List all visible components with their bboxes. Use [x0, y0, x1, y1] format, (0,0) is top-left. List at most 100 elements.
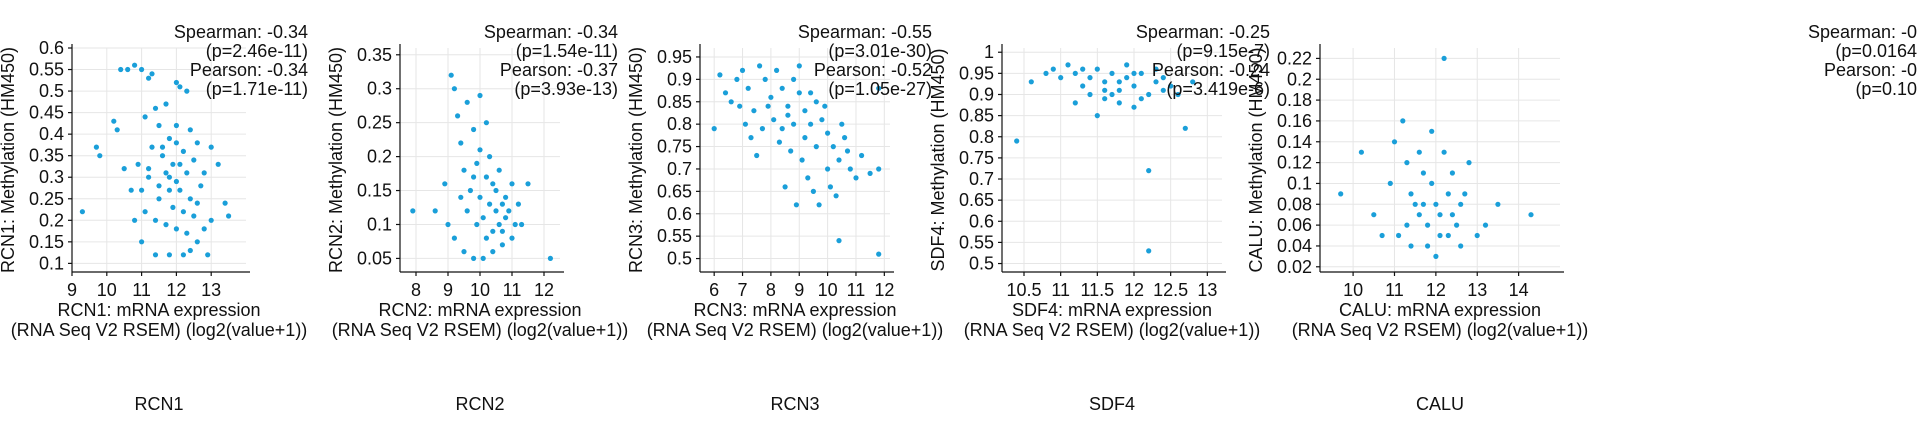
x-tick-label: 12: [166, 280, 186, 300]
data-point: [827, 184, 834, 190]
data-point: [1131, 83, 1137, 89]
data-point: [722, 90, 729, 96]
panel-caption: RCN3: [770, 394, 819, 414]
data-point: [1065, 62, 1071, 68]
data-point: [515, 201, 522, 207]
data-point: [859, 152, 865, 159]
y-tick-label: 0.25: [29, 189, 64, 209]
data-point: [432, 208, 438, 214]
data-point: [1168, 83, 1174, 89]
data-point: [191, 157, 197, 163]
data-point: [1072, 100, 1078, 106]
data-point: [442, 181, 448, 187]
data-point: [477, 92, 483, 99]
data-point: [1416, 149, 1422, 155]
data-point: [93, 144, 99, 150]
data-point: [458, 194, 464, 200]
data-point: [1138, 96, 1144, 102]
data-point: [1449, 212, 1455, 218]
stat-correlation: Spearman: -0.55: [798, 22, 932, 42]
y-tick-label: 0.75: [657, 137, 692, 157]
data-point: [163, 222, 169, 228]
data-point: [152, 105, 159, 111]
x-axis-title-line: (RNA Seq V2 RSEM) (log2(value+1)): [964, 320, 1261, 340]
x-tick-label: 9: [67, 280, 77, 300]
data-point: [135, 161, 141, 167]
x-tick-label: 10: [470, 280, 490, 300]
data-point: [1124, 75, 1130, 81]
panel-rcn3: 6 7 8 9 10 11 12 0.5 0.550.6 0.650.70.75 0.80.85 0.…: [626, 22, 943, 414]
data-point: [793, 202, 800, 208]
data-point: [1131, 104, 1137, 110]
data-point: [1102, 79, 1108, 85]
data-point: [194, 200, 200, 206]
data-point: [1358, 149, 1364, 155]
data-point: [142, 114, 148, 120]
panel-caption: RCN2: [455, 394, 504, 414]
data-point: [445, 221, 451, 228]
x-axis-title-line: SDF4: mRNA expression: [1012, 300, 1212, 320]
y-tick-label: 0.55: [657, 226, 692, 246]
data-point: [779, 85, 785, 91]
data-point: [166, 135, 172, 142]
x-axis-title-line: RCN1: mRNA expression: [57, 300, 260, 320]
data-point: [125, 66, 131, 73]
y-tick-label: 0.85: [657, 92, 692, 112]
y-tick-label: 0.7: [969, 169, 994, 189]
data-point: [776, 139, 783, 145]
y-axis-title: RCN3: Methylation (HM450): [626, 47, 646, 273]
stat-p-value: (p=0.10: [1855, 79, 1917, 99]
x-tick-label: 8: [766, 280, 776, 300]
data-point: [1043, 70, 1049, 76]
data-point: [467, 187, 473, 194]
data-point: [876, 166, 882, 172]
data-point: [1109, 91, 1115, 98]
data-point: [1102, 87, 1108, 93]
x-tick-label: 7: [738, 280, 748, 300]
x-tick-label: 9: [443, 280, 453, 300]
data-point: [785, 112, 791, 118]
data-point: [819, 117, 825, 123]
data-point: [187, 196, 193, 202]
data-point: [771, 117, 777, 123]
data-point: [1445, 191, 1451, 197]
data-point: [1454, 222, 1460, 228]
data-point: [813, 99, 819, 105]
data-point: [177, 187, 183, 193]
y-tick-label: 0.06: [1277, 215, 1312, 235]
data-point: [173, 79, 179, 86]
data-point: [1058, 75, 1064, 81]
data-point: [1458, 243, 1464, 249]
data-point: [493, 187, 499, 194]
y-tick-label: 0.6: [667, 204, 692, 224]
data-point: [474, 221, 480, 228]
data-point: [739, 67, 746, 73]
y-tick-label: 0.2: [367, 147, 392, 167]
data-point: [159, 153, 166, 159]
data-point: [1408, 191, 1414, 197]
data-point: [833, 193, 839, 199]
data-point: [173, 226, 179, 232]
data-point: [208, 217, 214, 223]
y-tick-label: 0.9: [667, 69, 692, 89]
data-point: [765, 103, 771, 109]
y-axis-title: CALU: Methylation (HM450): [1246, 47, 1266, 272]
data-point: [1441, 149, 1447, 155]
x-tick-label: 12: [1426, 280, 1446, 300]
data-point: [742, 121, 749, 127]
data-point: [177, 161, 183, 167]
data-point: [1146, 168, 1152, 174]
data-point: [139, 187, 145, 193]
data-point: [785, 103, 791, 109]
y-tick-label: 0.65: [657, 181, 692, 201]
x-axis-title-line: (RNA Seq V2 RSEM) (log2(value+1)): [332, 320, 629, 340]
data-point: [810, 188, 817, 194]
x-axis-title-line: (RNA Seq V2 RSEM) (log2(value+1)): [647, 320, 944, 340]
data-point: [146, 75, 152, 81]
data-point: [1416, 212, 1422, 218]
data-point: [816, 202, 822, 208]
data-point: [180, 209, 186, 215]
data-point: [748, 135, 754, 141]
data-point: [499, 228, 505, 234]
data-point: [768, 94, 774, 100]
